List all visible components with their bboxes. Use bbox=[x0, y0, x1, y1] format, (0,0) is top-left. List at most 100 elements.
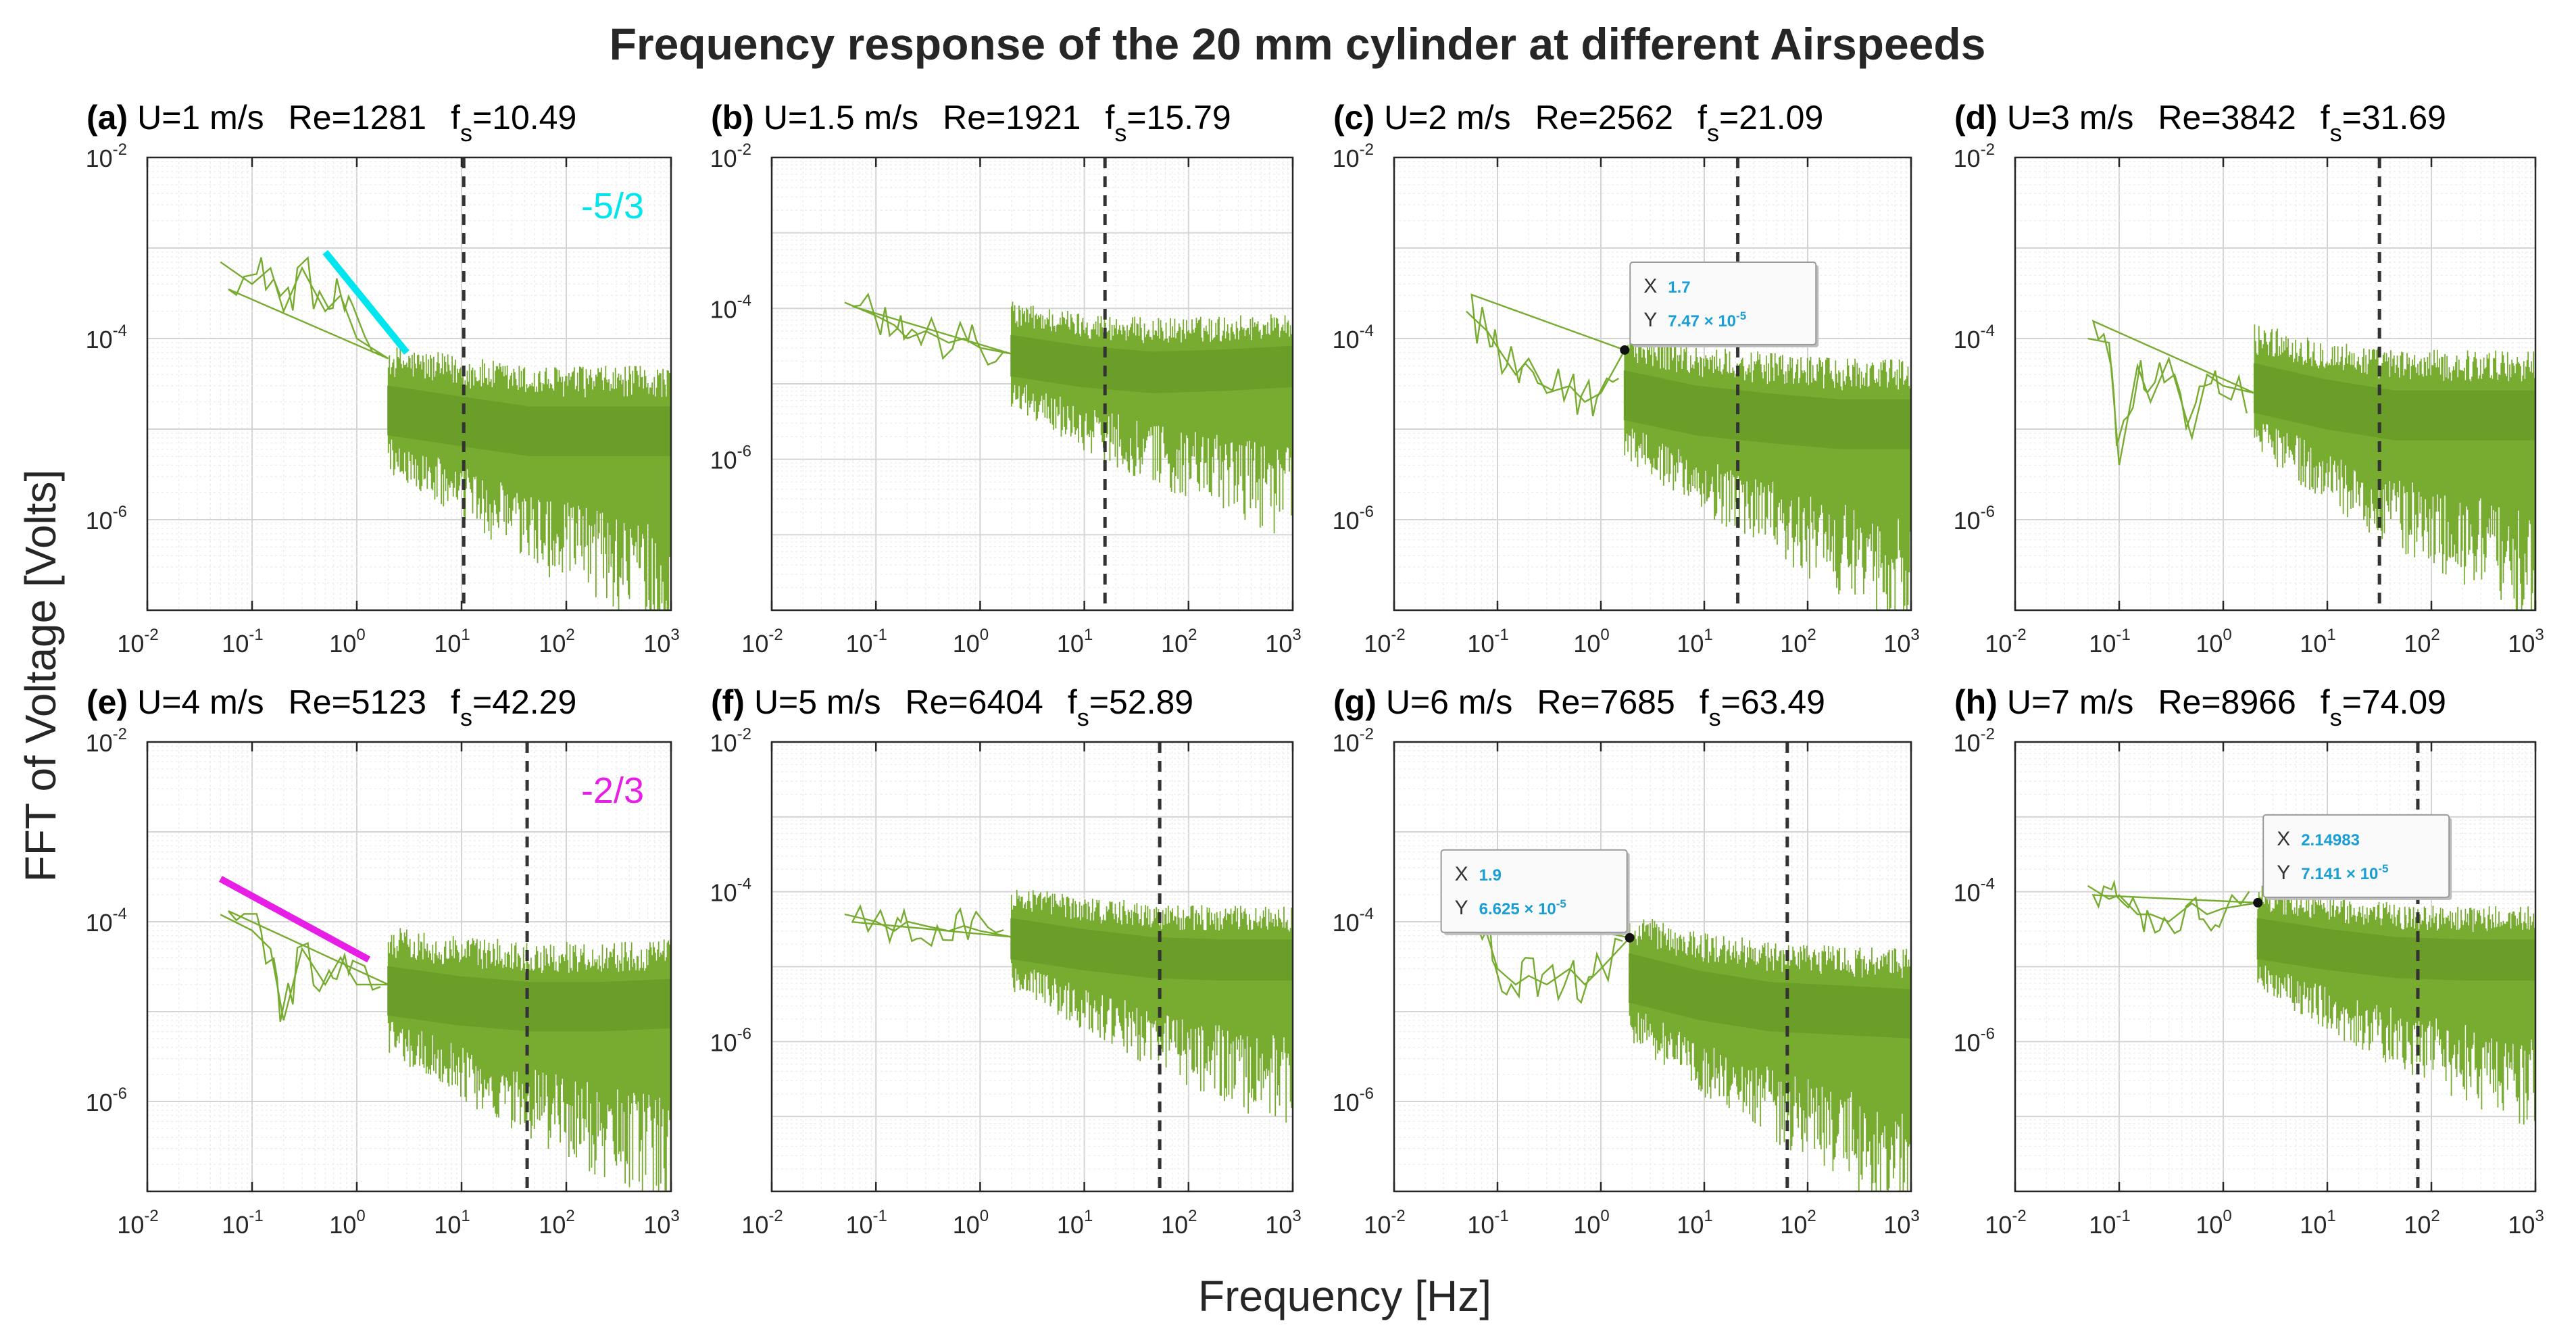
x-tick-label: 10-2 bbox=[1364, 626, 1405, 658]
x-tick-label: 103 bbox=[1883, 1207, 1919, 1239]
x-tick-label: 100 bbox=[2196, 1207, 2231, 1239]
x-tick-label: 10-1 bbox=[222, 626, 263, 658]
datatip: X 1.9 Y 6.625 × 10-5 bbox=[1440, 849, 1635, 943]
fft-noise-core bbox=[2256, 918, 2535, 981]
subplot-f: 10-2 10-1 100 101 102 103 10-2 10-4 10-6 (f) U=5 m… bbox=[710, 683, 1302, 1239]
y-tick-label: 10-4 bbox=[86, 905, 127, 937]
subplot-g: 10-2 10-1 100 101 102 103 10-2 10-4 10-6 (g) U=6 m… bbox=[1333, 683, 1920, 1239]
datatip-box bbox=[1629, 261, 1817, 345]
x-tick-label: 10-2 bbox=[741, 626, 783, 658]
fft-lowfreq-trace bbox=[2087, 319, 2255, 466]
fft-series-d bbox=[2087, 319, 2535, 610]
y-tick-label: 10-2 bbox=[710, 725, 751, 757]
x-tick-label: 100 bbox=[953, 1207, 989, 1239]
fft-lowfreq-trace bbox=[1465, 903, 1631, 1004]
x-tick-label: 10-1 bbox=[846, 626, 887, 658]
panel-title: (d) U=3 m/s Re=3842 fs=31.69 bbox=[1954, 99, 2446, 147]
x-tick-label: 10-1 bbox=[1467, 626, 1508, 658]
fft-lowfreq-trace bbox=[844, 293, 1012, 366]
datatip-marker bbox=[1620, 345, 1630, 355]
tick-marks bbox=[1393, 742, 1912, 1191]
figure-xlabel: Frequency [Hz] bbox=[1198, 1272, 1491, 1320]
x-tick-label: 102 bbox=[2404, 626, 2439, 658]
fft-lowfreq-trace bbox=[220, 910, 389, 1022]
x-tick-label: 101 bbox=[2300, 626, 2335, 658]
subplot-a: -5/3 10-2 10-1 100 101 102 103 10-2 10-4 10-6 (a) U… bbox=[86, 99, 680, 658]
x-tick-label: 10-2 bbox=[741, 1207, 783, 1239]
y-tick-label: 10-2 bbox=[1333, 725, 1374, 757]
fft-lowfreq-trace bbox=[2087, 879, 2258, 935]
panel-title: (e) U=4 m/s Re=5123 fs=42.29 bbox=[86, 683, 576, 731]
tick-marks bbox=[770, 742, 1294, 1191]
x-tick-label: 101 bbox=[1057, 626, 1093, 658]
figure-ylabel: FFT of Voltage [Volts] bbox=[16, 470, 65, 883]
fft-noise-core bbox=[1010, 918, 1293, 981]
tick-marks bbox=[2014, 157, 2537, 610]
axes-box bbox=[146, 741, 672, 1193]
fft-series-c bbox=[1466, 293, 1911, 610]
panel-title: (b) U=1.5 m/s Re=1921 fs=15.79 bbox=[711, 99, 1231, 147]
y-tick-label: 10-6 bbox=[1954, 503, 1995, 535]
y-tick-label: 10-4 bbox=[1333, 322, 1374, 353]
y-tick-label: 10-2 bbox=[710, 141, 751, 172]
y-tick-label: 10-6 bbox=[1333, 503, 1374, 535]
subplot-b: 10-2 10-1 100 101 102 103 10-2 10-4 10-6 (b) U=1.5… bbox=[710, 99, 1302, 658]
x-tick-label: 10-2 bbox=[1364, 1207, 1405, 1239]
datatip-marker bbox=[2253, 897, 2263, 908]
y-tick-label: 10-2 bbox=[1333, 141, 1374, 172]
y-tick-label: 10-2 bbox=[1954, 725, 1995, 757]
datatip-x: X 1.7 bbox=[1643, 275, 1690, 297]
tick-marks bbox=[146, 742, 672, 1191]
x-tick-label: 103 bbox=[2508, 626, 2544, 658]
fft-series-g bbox=[1465, 903, 1911, 1191]
slope-reference-line bbox=[218, 876, 371, 963]
axes-box bbox=[146, 156, 672, 612]
y-tick-label: 10-6 bbox=[1333, 1085, 1374, 1116]
x-tick-label: 101 bbox=[1677, 626, 1712, 658]
axes-box bbox=[770, 156, 1294, 612]
x-tick-label: 10-1 bbox=[2089, 1207, 2130, 1239]
axes-box bbox=[770, 741, 1294, 1193]
datatip-marker bbox=[1625, 933, 1635, 943]
x-tick-label: 10-2 bbox=[117, 626, 158, 658]
slope-label: -5/3 bbox=[581, 186, 644, 226]
x-tick-label: 10-2 bbox=[1985, 1207, 2026, 1239]
datatip-x: X 1.9 bbox=[1455, 863, 1502, 885]
tick-marks bbox=[146, 157, 672, 610]
datatip-y: Y 7.141 × 10-5 bbox=[2277, 862, 2388, 884]
x-tick-label: 103 bbox=[643, 626, 679, 658]
x-tick-label: 103 bbox=[643, 1207, 679, 1239]
tick-marks bbox=[2014, 742, 2537, 1191]
x-tick-label: 101 bbox=[1677, 1207, 1712, 1239]
x-tick-label: 102 bbox=[1780, 1207, 1816, 1239]
y-tick-label: 10-6 bbox=[86, 1085, 127, 1116]
y-tick-label: 10-6 bbox=[1954, 1024, 1995, 1056]
panel-title: (g) U=6 m/s Re=7685 fs=63.49 bbox=[1333, 683, 1825, 731]
x-tick-label: 103 bbox=[1265, 626, 1301, 658]
subplot-d: 10-2 10-1 100 101 102 103 10-2 10-4 10-6 (d) U=3 m… bbox=[1954, 99, 2544, 658]
y-tick-label: 10-6 bbox=[710, 443, 751, 474]
x-tick-label: 101 bbox=[2300, 1207, 2335, 1239]
x-tick-label: 102 bbox=[539, 1207, 574, 1239]
subplot-grid: -5/3 10-2 10-1 100 101 102 103 10-2 10-4 10-6 (a) U… bbox=[86, 99, 2544, 1239]
tick-marks bbox=[770, 157, 1294, 610]
y-tick-label: 10-4 bbox=[86, 322, 127, 353]
x-tick-label: 102 bbox=[1161, 1207, 1197, 1239]
datatip-y: Y 7.47 × 10-5 bbox=[1643, 309, 1746, 331]
fft-series-f bbox=[844, 890, 1293, 1123]
fft-series-e bbox=[220, 910, 671, 1191]
fft-series-a bbox=[220, 255, 671, 610]
axes-box bbox=[1393, 741, 1912, 1193]
x-tick-label: 103 bbox=[2508, 1207, 2544, 1239]
y-tick-label: 10-4 bbox=[1954, 875, 1995, 907]
axes-box bbox=[2014, 741, 2537, 1193]
panel-title: (a) U=1 m/s Re=1281 fs=10.49 bbox=[86, 99, 576, 147]
x-tick-label: 10-1 bbox=[222, 1207, 263, 1239]
slope-reference-line bbox=[322, 249, 410, 355]
panel-title: (c) U=2 m/s Re=2562 fs=21.09 bbox=[1333, 99, 1823, 147]
y-tick-label: 10-4 bbox=[710, 291, 751, 323]
x-tick-label: 10-1 bbox=[2089, 626, 2130, 658]
x-tick-label: 101 bbox=[1057, 1207, 1093, 1239]
x-tick-label: 101 bbox=[434, 626, 470, 658]
fft-noise-core bbox=[1623, 370, 1911, 449]
